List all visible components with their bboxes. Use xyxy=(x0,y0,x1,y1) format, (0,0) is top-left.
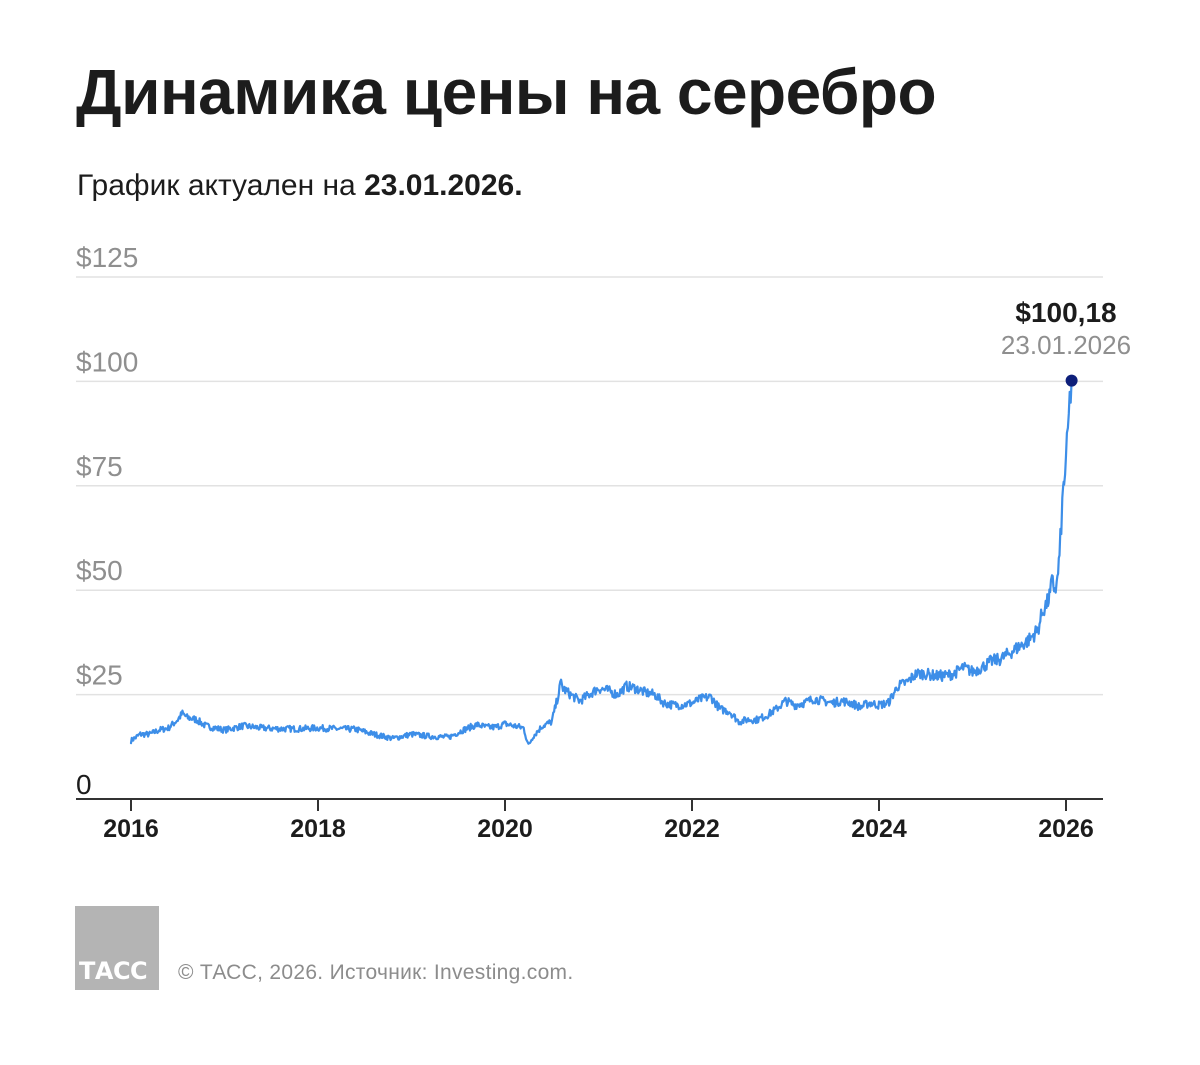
y-axis-ticks: 0 $25 $50 $75 $100 $125 xyxy=(76,242,138,800)
chart-subtitle: График актуален на 23.01.2026. xyxy=(77,166,523,206)
last-price-dot xyxy=(1065,374,1078,387)
y-tick-label: $25 xyxy=(76,660,123,691)
last-price-label: $100,18 xyxy=(1015,297,1116,328)
chart-title: Динамика цены на серебро xyxy=(76,56,937,128)
price-chart: 0$25$50$75$100$125 2016 2018 2020 2022 2024 2… xyxy=(76,242,1131,843)
x-axis-ticks: 2016 2018 2020 2022 2024 2026 xyxy=(103,799,1094,843)
y-tick-label: $50 xyxy=(76,555,123,586)
silver-price-line xyxy=(129,379,1073,745)
grid-lines xyxy=(76,276,1103,696)
x-tick-label: 2016 xyxy=(103,815,159,843)
source-credit: © ТАСС, 2026. Источник: Investing.com. xyxy=(178,961,574,984)
x-tick-label: 2022 xyxy=(664,815,720,843)
subtitle-prefix: График актуален на xyxy=(77,169,365,202)
y-tick-label: $75 xyxy=(76,451,123,482)
subtitle-date: 23.01.2026. xyxy=(364,169,523,202)
x-tick-label: 2024 xyxy=(851,815,907,843)
last-price-date: 23.01.2026 xyxy=(1001,330,1131,360)
x-tick-label: 2018 xyxy=(290,815,346,843)
x-tick-label: 2020 xyxy=(477,815,533,843)
tass-logo: ТАСС xyxy=(75,906,159,990)
tass-logo-text: ТАСС xyxy=(79,957,148,985)
y-tick-label: $100 xyxy=(76,346,138,377)
footer: ТАСС © ТАСС, 2026. Источник: Investing.c… xyxy=(75,906,775,990)
y-tick-label: $125 xyxy=(76,242,138,273)
y-tick-label: 0 xyxy=(76,769,92,800)
x-tick-label: 2026 xyxy=(1038,815,1094,843)
